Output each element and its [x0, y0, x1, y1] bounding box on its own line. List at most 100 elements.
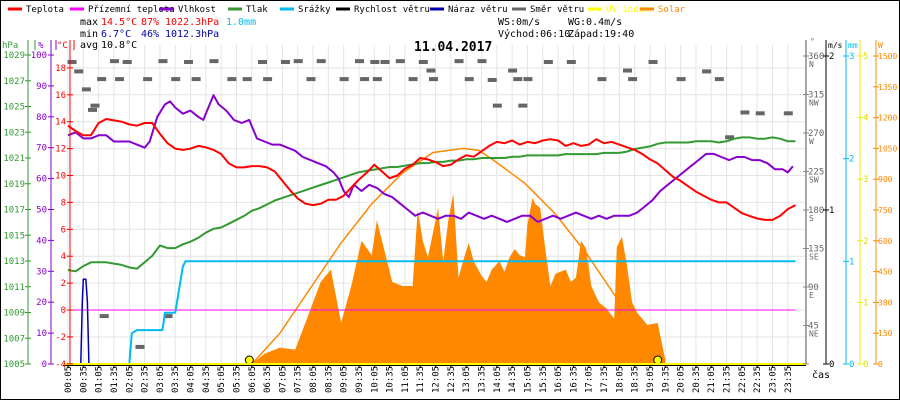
- wind-direction-mark: [513, 77, 523, 82]
- x-tick-label: 12:05: [432, 366, 442, 393]
- x-tick-label: 21:35: [723, 366, 733, 393]
- wind-direction-mark: [477, 59, 487, 64]
- solar-tick-label: 1050: [878, 144, 897, 153]
- stats-max-hum: 87%: [141, 17, 159, 28]
- wind-direction-mark: [109, 59, 119, 64]
- stats-avg-label: avg: [80, 40, 98, 51]
- solar-tick-label: 600: [878, 237, 893, 246]
- x-tick-label: 09:35: [355, 366, 365, 393]
- stats-max-rain: 1.0mm: [226, 17, 256, 28]
- wind-direction-mark: [429, 77, 439, 82]
- humidity-tick-label: 10: [36, 329, 47, 339]
- uv-tick-label: 2: [863, 237, 868, 247]
- x-tick-label: 14:05: [493, 366, 503, 393]
- x-tick-label: 01:05: [95, 366, 105, 393]
- humidity-tick-label: 30: [36, 267, 47, 277]
- axes: 00:05 00:35 01:05 01:35 02:05 02:35 03:05 03:35…: [2, 37, 897, 393]
- wind-direction-mark: [648, 59, 658, 64]
- wind-direction-mark: [227, 77, 237, 82]
- humidity-tick-label: 50: [36, 206, 47, 216]
- x-tick-label: 08:35: [324, 366, 334, 393]
- x-tick-label: 22:35: [753, 366, 763, 393]
- wind-direction-compass-label: NW: [809, 99, 819, 108]
- x-tick-label: 20:05: [677, 366, 687, 393]
- temperature-tick-label: 14: [55, 118, 66, 128]
- stats-max-label: max: [80, 17, 98, 28]
- wind-direction-tick-label: 90: [808, 283, 819, 293]
- legend-item-label: UV index: [606, 5, 650, 15]
- solar-tick-label: 450: [878, 268, 893, 277]
- wind-direction-mark: [293, 59, 303, 64]
- pressure-tick-label: 1023: [3, 128, 25, 138]
- x-axis-label: čas: [812, 369, 830, 381]
- solar-tick-label: 1500: [878, 52, 897, 61]
- pressure-tick-label: 1005: [3, 360, 25, 370]
- wind-direction-compass-label: SW: [809, 176, 819, 185]
- temperature-tick-label: 6: [61, 225, 66, 235]
- wind-direction-mark: [714, 77, 724, 82]
- temperature-tick-label: -4: [55, 360, 66, 370]
- solar-tick-label: 1350: [878, 83, 897, 92]
- wind-direction-tick-label: 45: [808, 322, 819, 332]
- wind-direction-mark: [464, 77, 474, 82]
- wind-direction-mark: [280, 59, 290, 64]
- x-tick-label: 18:05: [615, 366, 625, 393]
- pressure-tick-label: 1013: [3, 257, 25, 267]
- wind-direction-mark: [354, 59, 364, 64]
- pressure-tick-label: 1017: [3, 206, 25, 216]
- wind-speed-unit: m/s: [828, 41, 843, 50]
- wind-direction-mark: [597, 77, 607, 82]
- wind-direction-mark: [487, 77, 497, 82]
- x-tick-label: 03:35: [171, 366, 181, 393]
- wind-direction-mark: [67, 59, 77, 64]
- humidity-tick-label: 80: [36, 113, 47, 123]
- humidity-tick-label: 60: [36, 175, 47, 185]
- legend-item-label: Srážky: [298, 5, 331, 15]
- wind-direction-compass-label: E: [809, 291, 814, 300]
- stats-avg-temp: 10.8°C: [101, 40, 137, 51]
- wind-direction-mark: [676, 77, 686, 82]
- wind-direction-mark: [454, 59, 464, 64]
- sunrise-marker: [244, 355, 254, 365]
- humidity-line: [67, 94, 794, 223]
- wind-direction-mark: [99, 314, 109, 319]
- wind-direction-mark: [242, 77, 252, 82]
- wind-direction-mark: [209, 59, 219, 64]
- x-tick-label: 11:05: [401, 366, 411, 393]
- x-tick-label: 07:35: [294, 366, 304, 393]
- wind-direction-mark: [622, 68, 632, 73]
- stats-sunset: Západ:19:40: [568, 28, 634, 40]
- rain-tick-label: 3: [849, 52, 854, 62]
- wind-direction-mark: [263, 77, 273, 82]
- wind-direction-compass-label: SE: [809, 253, 819, 262]
- wind-direction-tick-label: 180: [808, 206, 824, 216]
- wind-direction-mark: [783, 111, 793, 116]
- solar-max-line: [251, 147, 666, 365]
- x-tick-label: 05:05: [217, 366, 227, 393]
- wind-direction-unit: °: [810, 37, 815, 46]
- solar-tick-label: 900: [878, 175, 893, 184]
- x-tick-label: 00:05: [64, 366, 74, 393]
- humidity-tick-label: 90: [36, 82, 47, 92]
- solar-unit: W: [878, 41, 883, 50]
- wind-direction-mark: [360, 77, 370, 82]
- legend-item-label: Přízemní teplota: [88, 5, 175, 15]
- x-tick-label: 17:05: [585, 366, 595, 393]
- wind-direction-mark: [339, 77, 349, 82]
- solar-tick-label: 0: [878, 360, 883, 369]
- stats-wg: WG:0.4m/s: [568, 17, 622, 28]
- x-tick-label: 23:05: [768, 366, 778, 393]
- x-tick-label: 04:05: [187, 366, 197, 393]
- temperature-tick-label: 4: [61, 252, 66, 262]
- wind-direction-mark: [370, 59, 380, 64]
- temperature-tick-label: -2: [55, 333, 66, 343]
- humidity-tick-label: 70: [36, 144, 47, 154]
- wind-direction-mark: [725, 135, 735, 140]
- wind-direction-tick-label: 270: [808, 129, 824, 139]
- pressure-line: [67, 136, 796, 273]
- wind-direction-mark: [74, 69, 84, 74]
- uv-tick-label: 3: [863, 175, 868, 185]
- stats-sunrise: Východ:06:10: [498, 28, 570, 40]
- wind-direction-tick-label: 360: [808, 52, 824, 62]
- x-tick-label: 08:05: [309, 366, 319, 393]
